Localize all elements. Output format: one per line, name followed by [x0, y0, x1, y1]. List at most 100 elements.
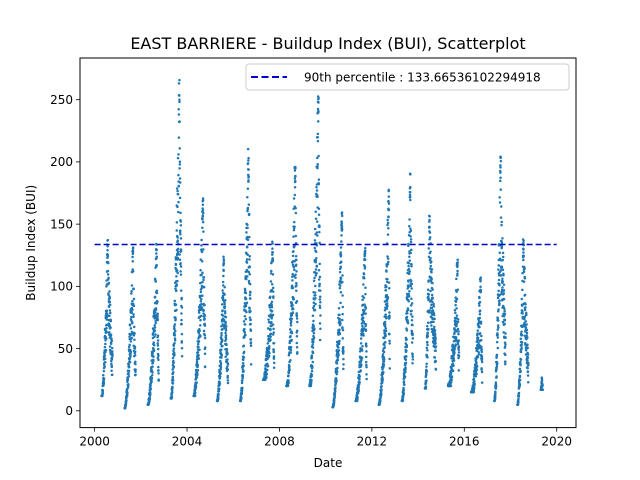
data-point	[295, 258, 298, 262]
data-point	[223, 302, 226, 306]
data-point	[111, 350, 114, 353]
data-point	[430, 303, 433, 307]
data-point	[338, 313, 341, 317]
data-point	[433, 329, 437, 332]
data-point	[241, 374, 245, 378]
data-point	[241, 386, 244, 390]
data-point	[476, 365, 479, 368]
data-point	[175, 221, 179, 224]
data-point	[499, 179, 502, 183]
data-point	[151, 351, 154, 355]
data-point	[521, 288, 524, 292]
x-tick-label: 2020	[541, 435, 572, 449]
data-point	[272, 290, 275, 293]
data-point	[178, 258, 182, 261]
data-point	[494, 387, 498, 390]
data-point	[177, 173, 180, 177]
data-point	[319, 327, 322, 331]
data-point	[431, 300, 434, 304]
data-point	[111, 373, 114, 376]
data-point	[131, 308, 134, 311]
data-point	[341, 318, 344, 322]
data-point	[364, 329, 368, 333]
data-point	[317, 207, 321, 210]
data-point	[335, 362, 339, 365]
data-point	[410, 248, 413, 252]
data-point	[291, 304, 294, 307]
data-point	[386, 223, 389, 227]
data-point	[173, 323, 177, 326]
data-point	[176, 236, 179, 239]
data-point	[339, 301, 342, 305]
data-point	[180, 312, 183, 315]
data-point	[157, 372, 160, 375]
data-point	[291, 254, 295, 258]
data-point	[246, 206, 250, 210]
data-point	[268, 306, 272, 309]
data-point	[290, 331, 294, 335]
data-point	[315, 189, 319, 192]
data-point	[295, 300, 299, 303]
data-point	[384, 334, 387, 338]
data-point	[517, 395, 521, 398]
data-point	[179, 249, 183, 252]
data-point	[294, 273, 297, 276]
data-point	[223, 285, 226, 289]
data-point	[477, 350, 480, 354]
data-point	[171, 382, 175, 385]
data-point	[382, 371, 385, 374]
data-point	[150, 376, 154, 380]
data-point	[336, 358, 340, 362]
data-point	[244, 297, 248, 301]
data-point	[200, 259, 204, 263]
data-point	[130, 292, 133, 295]
data-point	[405, 349, 408, 352]
data-point	[217, 393, 220, 396]
data-point	[171, 375, 175, 379]
data-point	[174, 318, 177, 321]
data-point	[338, 320, 342, 323]
data-point	[310, 378, 313, 382]
data-point	[174, 329, 177, 333]
data-point	[177, 136, 181, 139]
data-point	[362, 296, 366, 300]
data-point	[220, 334, 223, 337]
data-point	[425, 379, 428, 382]
data-point	[427, 295, 430, 299]
data-point	[401, 395, 405, 399]
data-point	[131, 246, 135, 249]
data-point	[387, 208, 391, 212]
data-point	[102, 381, 106, 384]
data-point	[409, 304, 413, 307]
data-point	[498, 302, 501, 306]
data-point	[497, 319, 500, 322]
data-point	[249, 363, 253, 366]
data-point	[246, 223, 249, 227]
data-point	[318, 284, 321, 288]
data-point	[338, 286, 342, 290]
data-point	[386, 277, 389, 281]
data-point	[294, 263, 298, 267]
data-point	[270, 300, 274, 304]
data-point	[313, 276, 316, 280]
data-point	[426, 343, 429, 347]
data-point	[405, 355, 408, 358]
data-point	[222, 284, 225, 287]
data-point	[127, 382, 130, 386]
data-point	[173, 337, 177, 340]
data-point	[428, 226, 431, 229]
data-point	[248, 272, 251, 276]
data-point	[526, 374, 530, 377]
data-point	[242, 364, 245, 368]
data-point	[319, 314, 322, 317]
data-point	[504, 336, 507, 339]
data-point	[217, 387, 221, 391]
data-point	[129, 340, 133, 343]
data-point	[271, 333, 275, 336]
data-point	[153, 329, 157, 332]
data-point	[108, 296, 111, 299]
data-point	[342, 367, 345, 371]
data-point	[526, 380, 530, 384]
data-point	[475, 372, 478, 376]
data-point	[110, 337, 113, 340]
